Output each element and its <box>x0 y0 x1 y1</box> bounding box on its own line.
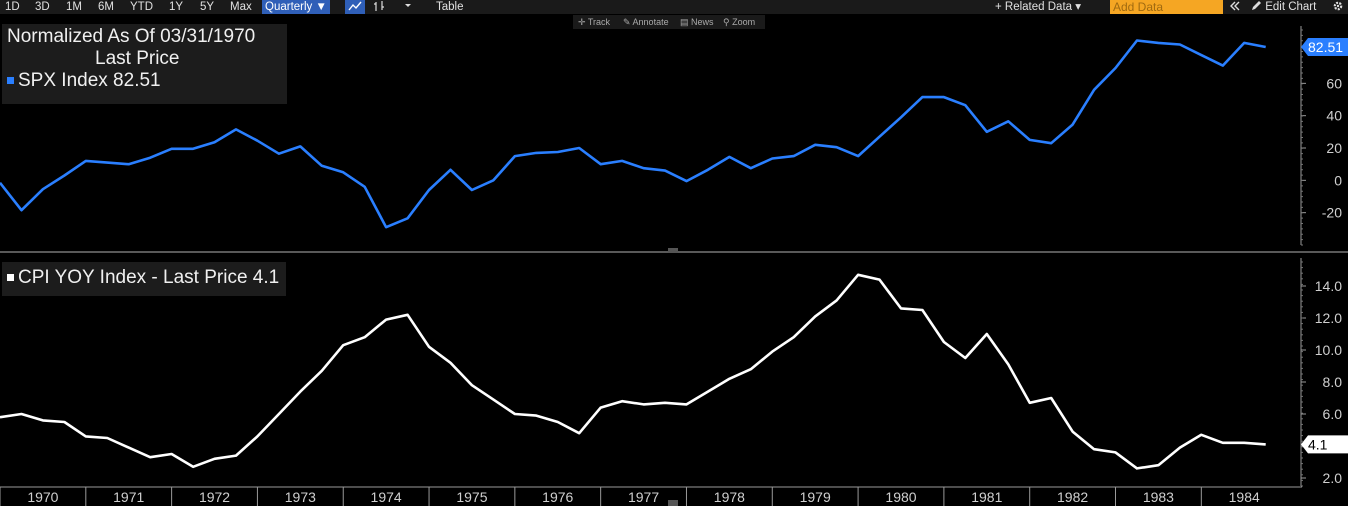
range-1y-button[interactable]: 1Y <box>169 1 184 13</box>
pencil-icon: ✎ <box>623 17 633 27</box>
legend-normalized-label: Normalized As Of 03/31/1970 <box>7 26 256 47</box>
range-6m-button[interactable]: 6M <box>98 1 114 13</box>
range-ytd-button[interactable]: YTD <box>130 1 153 13</box>
spx-last-value-label: 82.51 <box>1308 39 1343 55</box>
cpi-panel: 2.04.06.08.010.012.014.04.1 <box>0 258 1348 487</box>
x-tick-label: 1974 <box>371 489 402 505</box>
news-label: News <box>691 17 714 27</box>
cpi-last-value-label: 4.1 <box>1308 436 1328 452</box>
x-tick-label: 1976 <box>542 489 573 505</box>
spx-legend-label: SPX Index 82.51 <box>18 70 161 91</box>
related-data-button[interactable]: + Related Data ▾ <box>995 1 1082 13</box>
pencil-icon <box>1252 1 1261 10</box>
x-tick-label: 1971 <box>113 489 144 505</box>
cpi-y-tick-label: 14.0 <box>1315 278 1342 294</box>
spx-panel: -20 0 20 40 60 82.51 <box>0 26 1348 246</box>
zoom-label: Zoom <box>732 17 756 27</box>
x-tick-label: 1977 <box>628 489 659 505</box>
range-1d-button[interactable]: 1D <box>5 1 20 13</box>
cpi-legend-label: CPI YOY Index - Last Price 4.1 <box>18 267 280 288</box>
news-button[interactable]: ▤ News <box>680 15 714 29</box>
range-5y-button[interactable]: 5Y <box>200 1 215 13</box>
x-tick-label: 1979 <box>800 489 831 505</box>
x-tick-label: 1980 <box>885 489 916 505</box>
range-1m-button[interactable]: 1M <box>66 1 82 13</box>
annotate-button[interactable]: ✎ Annotate <box>623 15 669 29</box>
spx-color-swatch <box>7 77 14 84</box>
x-tick-label: 1981 <box>971 489 1002 505</box>
spx-y-tick-label: -20 <box>1322 205 1342 221</box>
chart-tools-bar: ✛ Track ✎ Annotate ▤ News ⚲ Zoom <box>573 15 765 29</box>
cpi-y-tick-label: 2.0 <box>1323 470 1343 486</box>
spx-y-tick-label: 60 <box>1326 75 1342 91</box>
edit-chart-button[interactable]: Edit Chart <box>1251 0 1316 14</box>
zoom-button[interactable]: ⚲ Zoom <box>723 15 755 29</box>
cpi-y-tick-label: 6.0 <box>1323 406 1343 422</box>
panel-resize-handle <box>668 248 678 253</box>
cpi-y-tick-label: 12.0 <box>1315 310 1342 326</box>
cpi-series-line <box>0 273 1266 470</box>
spx-y-tick-label: 0 <box>1334 172 1342 188</box>
add-data-field[interactable] <box>1110 0 1223 14</box>
line-chart-icon[interactable] <box>345 0 365 14</box>
x-axis-band <box>0 487 1348 506</box>
spx-y-tick-label: 20 <box>1326 140 1342 156</box>
cpi-last-value-tag <box>1301 435 1348 454</box>
x-axis: 1970 1971 1972 1973 1974 1975 1976 1977 1978 1979… <box>0 248 1348 506</box>
legend-spx-entry: SPX Index 82.51 <box>7 70 281 92</box>
news-icon: ▤ <box>680 17 692 27</box>
cpi-color-swatch <box>7 274 14 281</box>
dropdown-icon[interactable] <box>404 0 412 14</box>
x-tick-label: 1972 <box>199 489 230 505</box>
x-tick-label: 1984 <box>1229 489 1260 505</box>
spx-series-line <box>0 39 1266 229</box>
x-tick-label: 1970 <box>27 489 58 505</box>
track-label: Track <box>587 17 611 27</box>
track-button[interactable]: ✛ Track <box>578 15 610 29</box>
x-tick-label: 1978 <box>714 489 745 505</box>
x-tick-label: 1975 <box>456 489 487 505</box>
collapse-icon[interactable] <box>1229 0 1241 14</box>
table-button[interactable]: Table <box>436 1 464 13</box>
cpi-y-tick-label: 8.0 <box>1323 374 1343 390</box>
spx-legend: Normalized As Of 03/31/1970 Last Price S… <box>2 24 287 104</box>
add-data-input[interactable] <box>1110 0 1221 14</box>
magnifier-icon: ⚲ <box>723 17 733 27</box>
x-tick-label: 1983 <box>1143 489 1174 505</box>
edit-chart-label: Edit Chart <box>1265 1 1317 13</box>
cpi-y-tick-label: 10.0 <box>1315 342 1342 358</box>
range-3d-button[interactable]: 3D <box>35 1 50 13</box>
period-dropdown[interactable]: Quarterly ▼ <box>262 0 330 14</box>
gear-icon[interactable] <box>1332 0 1344 14</box>
cpi-legend: CPI YOY Index - Last Price 4.1 <box>2 262 287 296</box>
legend-last-price-label: Last Price <box>95 48 180 69</box>
range-max-button[interactable]: Max <box>230 1 252 13</box>
x-axis-resize-handle <box>668 500 678 506</box>
x-tick-label: 1982 <box>1057 489 1088 505</box>
annotate-label: Annotate <box>632 17 669 27</box>
bar-chart-icon[interactable] <box>373 0 385 14</box>
spx-last-value-tag <box>1301 37 1348 56</box>
chart-toolbar: 1D 3D 1M 6M YTD 1Y 5Y Max Quarterly ▼ Ta… <box>0 0 1348 14</box>
spx-y-tick-label: 40 <box>1326 108 1342 124</box>
crosshair-icon: ✛ <box>578 17 588 27</box>
x-tick-label: 1973 <box>285 489 316 505</box>
